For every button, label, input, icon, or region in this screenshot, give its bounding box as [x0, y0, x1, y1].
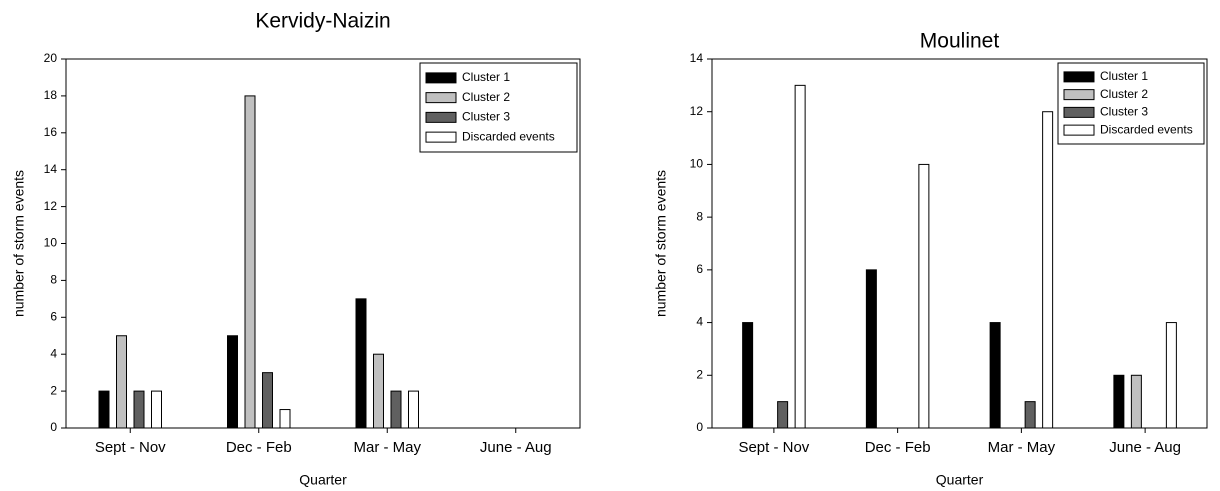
x-axis-label: Quarter: [936, 472, 984, 488]
y-tick-label: 12: [44, 199, 58, 213]
y-tick-label: 2: [50, 383, 57, 397]
legend-swatch: [425, 131, 457, 143]
bar: [116, 335, 127, 429]
bar: [1042, 111, 1054, 429]
y-tick-label: 0: [50, 420, 57, 434]
legend-label: Discarded events: [1100, 122, 1193, 136]
y-tick-label: 16: [44, 125, 58, 139]
y-tick-label: 6: [50, 309, 57, 323]
legend-label: Discarded events: [462, 129, 555, 143]
bar: [390, 390, 402, 429]
x-tick-label: Mar - May: [988, 439, 1056, 456]
bar: [865, 269, 877, 429]
bar: [1165, 322, 1177, 429]
x-tick-label: June - Aug: [480, 439, 552, 456]
legend-label: Cluster 1: [462, 70, 510, 84]
y-axis-label: number of storm events: [653, 170, 669, 317]
bar: [151, 390, 162, 429]
x-tick-label: June - Aug: [1109, 439, 1181, 456]
legend: Cluster 1 Cluster 2 Cluster 3 Discarded eve…: [1057, 62, 1205, 145]
bar: [262, 372, 273, 429]
legend-swatch: [1063, 124, 1095, 136]
y-tick-label: 6: [696, 262, 703, 276]
bar: [244, 95, 256, 429]
x-axis-label: Quarter: [299, 472, 347, 488]
chart-title: Kervidy-Naizin: [255, 10, 390, 33]
chart-title: Moulinet: [920, 30, 1000, 53]
bar: [355, 298, 367, 429]
bar: [794, 84, 806, 429]
y-tick-label: 4: [696, 315, 703, 329]
plot-frame: [65, 58, 581, 429]
bar: [373, 353, 384, 429]
bar: [133, 390, 145, 429]
y-tick-label: 14: [44, 162, 58, 176]
bar: [98, 390, 110, 429]
y-tick-label: 10: [690, 157, 704, 171]
legend-label: Cluster 1: [1100, 69, 1148, 83]
legend-swatch: [425, 92, 457, 104]
y-tick-label: 8: [696, 209, 703, 223]
legend-swatch: [1063, 106, 1095, 118]
legend-label: Cluster 2: [462, 90, 510, 104]
y-tick-label: 20: [44, 51, 58, 65]
bar: [989, 322, 1001, 429]
y-tick-label: 2: [696, 367, 703, 381]
legend-label: Cluster 3: [1100, 105, 1148, 119]
bar: [227, 335, 238, 429]
x-tick-label: Sept - Nov: [738, 439, 809, 456]
y-axis-label: number of storm events: [11, 170, 27, 317]
x-tick-label: Sept - Nov: [95, 439, 166, 456]
bar: [1130, 374, 1142, 429]
y-tick-label: 12: [690, 104, 704, 118]
bar: [918, 163, 930, 429]
legend-label: Cluster 2: [1100, 87, 1148, 101]
legend-swatch: [1063, 71, 1095, 83]
bar: [408, 390, 419, 429]
y-tick-label: 8: [50, 273, 57, 287]
bar: [742, 322, 754, 429]
bar: [1113, 374, 1125, 429]
bar: [279, 409, 291, 429]
bar: [777, 401, 789, 429]
x-tick-label: Dec - Feb: [865, 439, 931, 456]
y-tick-label: 4: [50, 346, 57, 360]
legend-label: Cluster 3: [462, 110, 510, 124]
y-tick-label: 18: [44, 88, 58, 102]
legend-swatch: [425, 111, 457, 123]
legend: Cluster 1 Cluster 2 Cluster 3 Discarded eve…: [419, 62, 578, 153]
legend-swatch: [425, 72, 457, 84]
x-tick-label: Mar - May: [354, 439, 422, 456]
y-tick-label: 10: [44, 236, 58, 250]
bar: [1024, 401, 1036, 429]
plot-frame: [711, 58, 1208, 429]
legend-swatch: [1063, 89, 1095, 101]
x-tick-label: Dec - Feb: [226, 439, 292, 456]
y-tick-label: 14: [690, 51, 704, 65]
y-tick-label: 0: [696, 420, 703, 434]
